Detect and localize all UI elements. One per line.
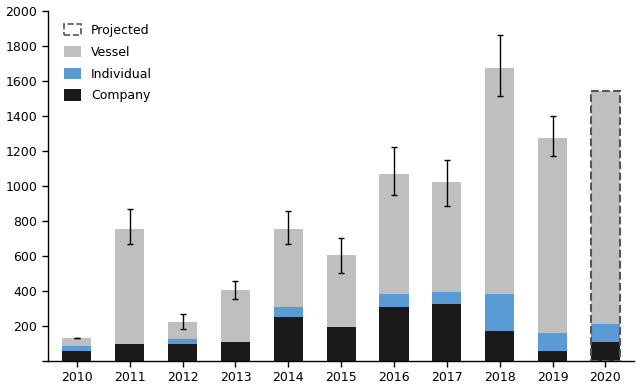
Bar bbox=[591, 342, 620, 361]
Bar bbox=[380, 174, 408, 294]
Bar bbox=[62, 346, 92, 351]
Bar bbox=[538, 333, 567, 351]
Bar bbox=[380, 307, 408, 361]
Bar bbox=[591, 91, 620, 324]
Bar bbox=[538, 138, 567, 333]
Bar bbox=[326, 327, 356, 361]
Bar bbox=[432, 292, 461, 304]
Bar bbox=[62, 338, 92, 346]
Bar bbox=[326, 255, 356, 327]
Bar bbox=[485, 294, 514, 331]
Bar bbox=[432, 304, 461, 361]
Bar bbox=[274, 229, 303, 307]
Bar bbox=[274, 307, 303, 317]
Bar bbox=[380, 294, 408, 307]
Bar bbox=[168, 323, 197, 339]
Bar bbox=[221, 290, 250, 342]
Legend: Projected, Vessel, Individual, Company: Projected, Vessel, Individual, Company bbox=[60, 20, 156, 106]
Bar bbox=[168, 339, 197, 344]
Bar bbox=[591, 91, 620, 361]
Bar bbox=[432, 182, 461, 292]
Bar bbox=[115, 229, 144, 344]
Bar bbox=[274, 317, 303, 361]
Bar bbox=[221, 342, 250, 361]
Bar bbox=[591, 324, 620, 342]
Bar bbox=[485, 68, 514, 294]
Bar bbox=[115, 344, 144, 361]
Bar bbox=[485, 331, 514, 361]
Bar bbox=[62, 351, 92, 361]
Bar bbox=[538, 351, 567, 361]
Bar bbox=[168, 344, 197, 361]
